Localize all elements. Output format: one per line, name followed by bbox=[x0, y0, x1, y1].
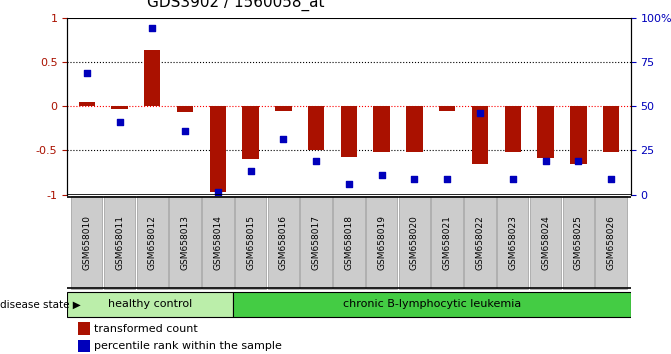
Bar bbox=[570, 106, 586, 164]
FancyBboxPatch shape bbox=[169, 196, 201, 289]
Text: GSM658026: GSM658026 bbox=[607, 215, 615, 270]
Bar bbox=[472, 106, 488, 164]
Point bbox=[81, 70, 92, 75]
Bar bbox=[439, 106, 456, 110]
Text: GSM658013: GSM658013 bbox=[180, 215, 190, 270]
Text: GSM658014: GSM658014 bbox=[213, 215, 222, 270]
Point bbox=[409, 176, 420, 182]
Bar bbox=[374, 106, 390, 152]
Bar bbox=[177, 106, 193, 113]
FancyBboxPatch shape bbox=[497, 196, 529, 289]
Point bbox=[474, 110, 485, 116]
Text: GSM658022: GSM658022 bbox=[476, 215, 484, 270]
Text: GSM658015: GSM658015 bbox=[246, 215, 255, 270]
FancyBboxPatch shape bbox=[530, 196, 561, 289]
Text: GSM658011: GSM658011 bbox=[115, 215, 124, 270]
Bar bbox=[341, 106, 357, 156]
Text: healthy control: healthy control bbox=[108, 299, 192, 309]
Point bbox=[573, 158, 584, 164]
Point bbox=[311, 158, 321, 164]
Text: GSM658020: GSM658020 bbox=[410, 215, 419, 270]
Text: transformed count: transformed count bbox=[94, 324, 198, 333]
Text: disease state ▶: disease state ▶ bbox=[0, 299, 81, 309]
FancyBboxPatch shape bbox=[67, 292, 233, 317]
FancyBboxPatch shape bbox=[202, 196, 234, 289]
Point bbox=[213, 189, 223, 195]
FancyBboxPatch shape bbox=[137, 196, 168, 289]
Text: GSM658025: GSM658025 bbox=[574, 215, 583, 270]
Point bbox=[376, 172, 387, 178]
Bar bbox=[308, 106, 324, 150]
FancyBboxPatch shape bbox=[595, 196, 627, 289]
FancyBboxPatch shape bbox=[562, 196, 594, 289]
Point bbox=[114, 119, 125, 125]
FancyBboxPatch shape bbox=[235, 196, 266, 289]
Bar bbox=[79, 340, 90, 352]
Text: GSM658019: GSM658019 bbox=[377, 215, 386, 270]
FancyBboxPatch shape bbox=[399, 196, 430, 289]
Point bbox=[442, 176, 453, 182]
Point bbox=[245, 168, 256, 174]
FancyBboxPatch shape bbox=[366, 196, 397, 289]
Text: GSM658021: GSM658021 bbox=[443, 215, 452, 270]
Text: GSM658018: GSM658018 bbox=[344, 215, 354, 270]
Point bbox=[540, 158, 551, 164]
Text: GSM658017: GSM658017 bbox=[311, 215, 321, 270]
Point bbox=[180, 128, 191, 134]
FancyBboxPatch shape bbox=[301, 196, 332, 289]
Point bbox=[606, 176, 617, 182]
Bar bbox=[537, 106, 554, 158]
Bar bbox=[209, 106, 226, 192]
Text: chronic B-lymphocytic leukemia: chronic B-lymphocytic leukemia bbox=[343, 299, 521, 309]
Point bbox=[147, 25, 158, 31]
Point bbox=[507, 176, 518, 182]
Text: GSM658023: GSM658023 bbox=[508, 215, 517, 270]
Text: GSM658012: GSM658012 bbox=[148, 215, 157, 270]
Bar bbox=[603, 106, 619, 152]
Text: GSM658024: GSM658024 bbox=[541, 215, 550, 270]
FancyBboxPatch shape bbox=[464, 196, 496, 289]
FancyBboxPatch shape bbox=[431, 196, 463, 289]
Bar bbox=[275, 106, 292, 110]
Point bbox=[344, 181, 354, 187]
FancyBboxPatch shape bbox=[233, 292, 631, 317]
Text: GSM658016: GSM658016 bbox=[279, 215, 288, 270]
Bar bbox=[144, 50, 160, 106]
FancyBboxPatch shape bbox=[104, 196, 136, 289]
Bar bbox=[242, 106, 259, 159]
Bar bbox=[111, 106, 127, 109]
Text: percentile rank within the sample: percentile rank within the sample bbox=[94, 341, 282, 351]
Bar bbox=[406, 106, 423, 152]
Text: GSM658010: GSM658010 bbox=[83, 215, 91, 270]
FancyBboxPatch shape bbox=[333, 196, 364, 289]
Bar bbox=[505, 106, 521, 152]
FancyBboxPatch shape bbox=[268, 196, 299, 289]
FancyBboxPatch shape bbox=[71, 196, 103, 289]
Bar bbox=[79, 322, 90, 335]
Text: GDS3902 / 1560058_at: GDS3902 / 1560058_at bbox=[148, 0, 325, 11]
Point bbox=[278, 136, 289, 142]
Bar bbox=[79, 102, 95, 106]
